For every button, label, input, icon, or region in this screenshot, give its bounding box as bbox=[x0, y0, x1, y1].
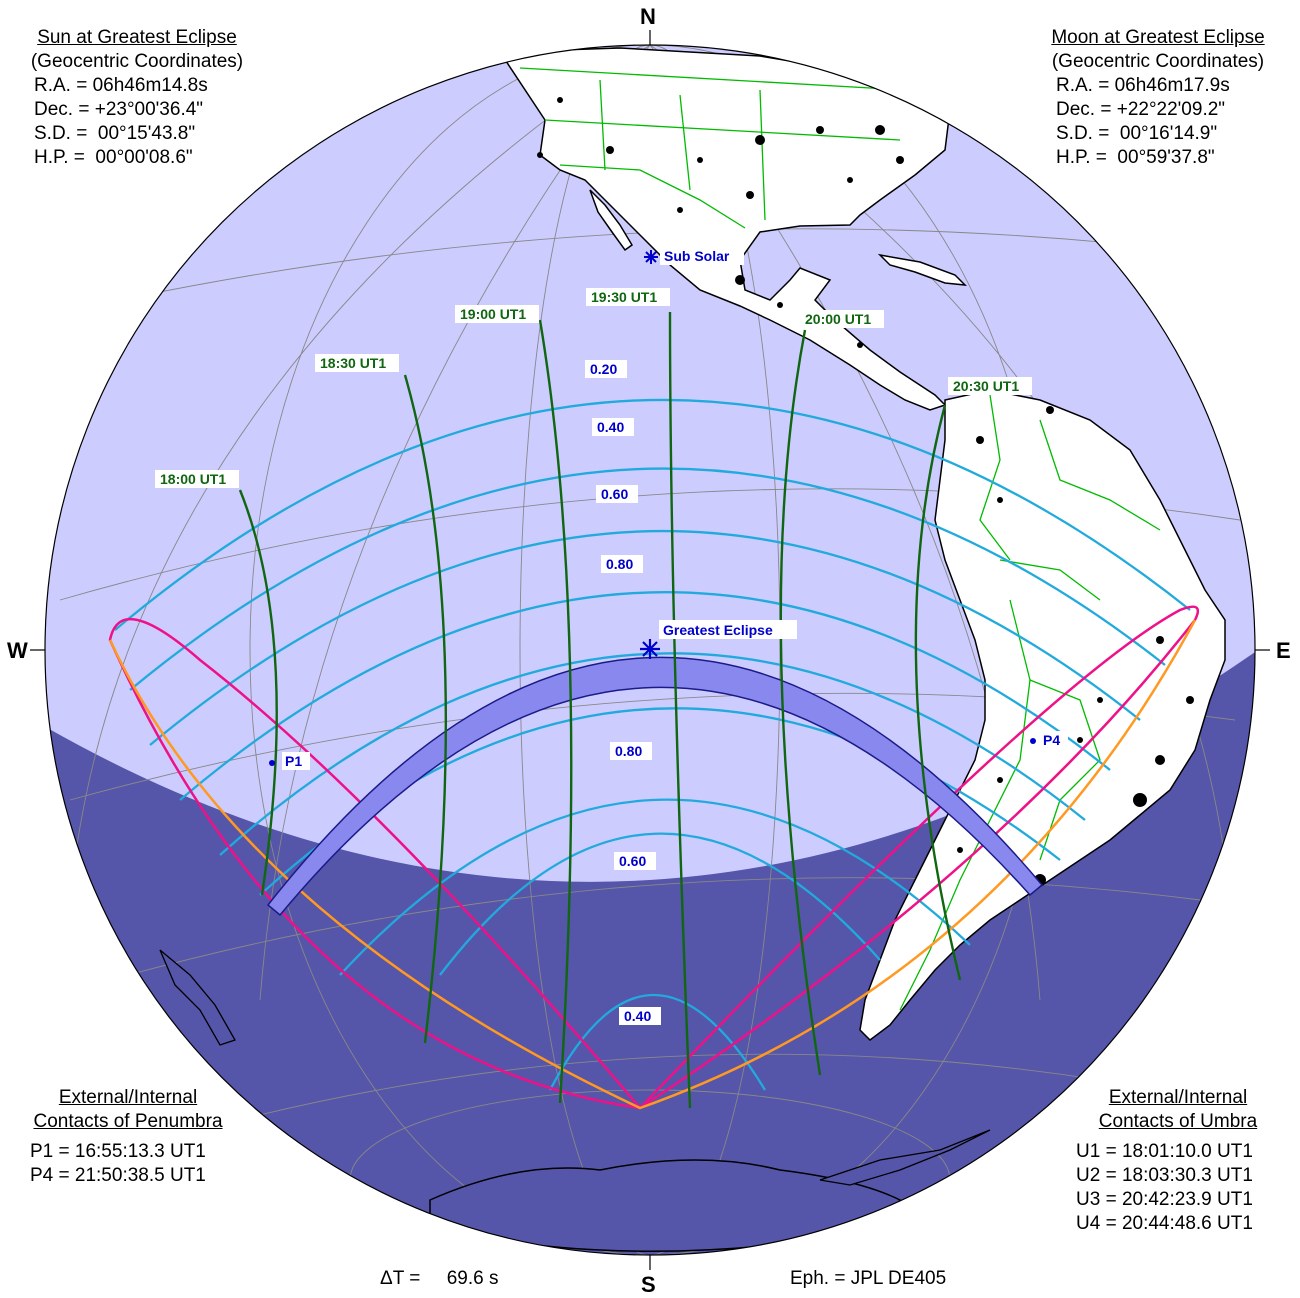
p4-marker: P4 bbox=[1030, 731, 1068, 749]
moon-hp: H.P. = 00°59'37.8" bbox=[1056, 147, 1215, 168]
greatest-eclipse-star-icon bbox=[640, 639, 660, 659]
time-lines bbox=[238, 311, 962, 1109]
compass-east: E bbox=[1276, 638, 1291, 663]
magnitude-label: 0.20 bbox=[590, 361, 617, 377]
magnitude-label: 0.80 bbox=[615, 743, 642, 759]
penumbra-p1: P1 = 16:55:13.3 UT1 bbox=[30, 1141, 206, 1162]
penumbra-title-1: External/Internal bbox=[58, 1087, 198, 1108]
magnitude-label: 0.60 bbox=[601, 486, 628, 502]
time-label: 20:00 UT1 bbox=[805, 311, 871, 327]
night-region bbox=[45, 620, 1255, 1255]
baja-peninsula-land bbox=[589, 189, 633, 252]
time-label: 18:00 UT1 bbox=[160, 471, 226, 487]
time-label: 19:00 UT1 bbox=[460, 306, 526, 322]
umbra-path-band bbox=[266, 656, 1044, 917]
moon-panel-subtitle: (Geocentric Coordinates) bbox=[1051, 51, 1265, 72]
sun-ra: R.A. = 06h46m14.8s bbox=[34, 75, 208, 96]
cardinal-ticks bbox=[30, 30, 1270, 1270]
sun-panel-subtitle: (Geocentric Coordinates) bbox=[30, 51, 244, 72]
sub-solar-star-icon bbox=[644, 250, 658, 264]
umbra-u4: U4 = 20:44:48.6 UT1 bbox=[1076, 1213, 1253, 1234]
p1-label: P1 bbox=[285, 753, 302, 769]
compass-south: S bbox=[641, 1272, 656, 1297]
antarctic-peninsula-land bbox=[819, 1129, 991, 1186]
magnitude-labels: 0.20 0.40 0.60 0.80 0.80 0.60 0.40 bbox=[585, 360, 661, 1025]
moon-panel-title: Moon at Greatest Eclipse bbox=[1051, 27, 1265, 48]
time-label: 20:30 UT1 bbox=[953, 378, 1019, 394]
penumbra-contacts-panel: External/Internal Contacts of Penumbra P… bbox=[12, 1086, 244, 1188]
sun-info-panel: Sun at Greatest Eclipse (Geocentric Coor… bbox=[6, 26, 268, 170]
delta-t-readout: ΔT = 69.6 s bbox=[380, 1268, 499, 1289]
magnitude-label: 0.40 bbox=[597, 419, 624, 435]
magnitude-label: 0.40 bbox=[624, 1008, 651, 1024]
greatest-eclipse-label: Greatest Eclipse bbox=[663, 622, 773, 638]
political-borders bbox=[519, 67, 1161, 1011]
compass-west: W bbox=[7, 638, 28, 663]
new-zealand-land bbox=[159, 949, 236, 1046]
umbra-u3: U3 = 20:42:23.9 UT1 bbox=[1076, 1189, 1253, 1210]
moon-dec: Dec. = +22°22'09.2" bbox=[1056, 99, 1226, 120]
umbra-title-1: External/Internal bbox=[1108, 1087, 1248, 1108]
city-markers bbox=[537, 97, 1194, 886]
sun-sd: S.D. = 00°15'43.8" bbox=[34, 123, 196, 144]
p1-marker: P1 bbox=[269, 752, 310, 770]
sun-dec: Dec. = +23°00'36.4" bbox=[34, 99, 204, 120]
north-america-land bbox=[498, 47, 951, 411]
moon-ra: R.A. = 06h46m17.9s bbox=[1056, 75, 1230, 96]
caribbean-islands-land bbox=[877, 253, 968, 286]
compass-north: N bbox=[640, 4, 656, 29]
moon-sd: S.D. = 00°16'14.9" bbox=[1056, 123, 1218, 144]
greatest-eclipse-marker: Greatest Eclipse bbox=[640, 620, 797, 659]
umbra-title-2: Contacts of Umbra bbox=[1098, 1111, 1258, 1132]
p4-label: P4 bbox=[1043, 732, 1060, 748]
ephemeris-readout: Eph. = JPL DE405 bbox=[790, 1268, 947, 1289]
time-label: 18:30 UT1 bbox=[320, 355, 386, 371]
umbra-contacts-panel: External/Internal Contacts of Umbra U1 =… bbox=[1066, 1086, 1290, 1236]
time-labels: 18:00 UT1 18:30 UT1 19:00 UT1 19:30 UT1 … bbox=[155, 288, 1032, 488]
magnitude-label: 0.60 bbox=[619, 853, 646, 869]
umbra-u2: U2 = 18:03:30.3 UT1 bbox=[1076, 1165, 1253, 1186]
umbra-u1: U1 = 18:01:10.0 UT1 bbox=[1076, 1141, 1253, 1162]
penumbra-p4: P4 = 21:50:38.5 UT1 bbox=[30, 1165, 206, 1186]
sun-panel-title: Sun at Greatest Eclipse bbox=[37, 27, 237, 48]
moon-info-panel: Moon at Greatest Eclipse (Geocentric Coo… bbox=[1022, 26, 1294, 170]
rise-set-curve bbox=[108, 619, 1197, 1110]
sub-solar-marker: Sub Solar bbox=[644, 246, 744, 265]
penumbra-title-2: Contacts of Penumbra bbox=[33, 1111, 223, 1132]
time-label: 19:30 UT1 bbox=[591, 289, 657, 305]
magnitude-label: 0.80 bbox=[606, 556, 633, 572]
sun-hp: H.P. = 00°00'08.6" bbox=[34, 147, 193, 168]
sub-solar-label: Sub Solar bbox=[664, 248, 730, 264]
antarctica-land bbox=[429, 1159, 902, 1252]
